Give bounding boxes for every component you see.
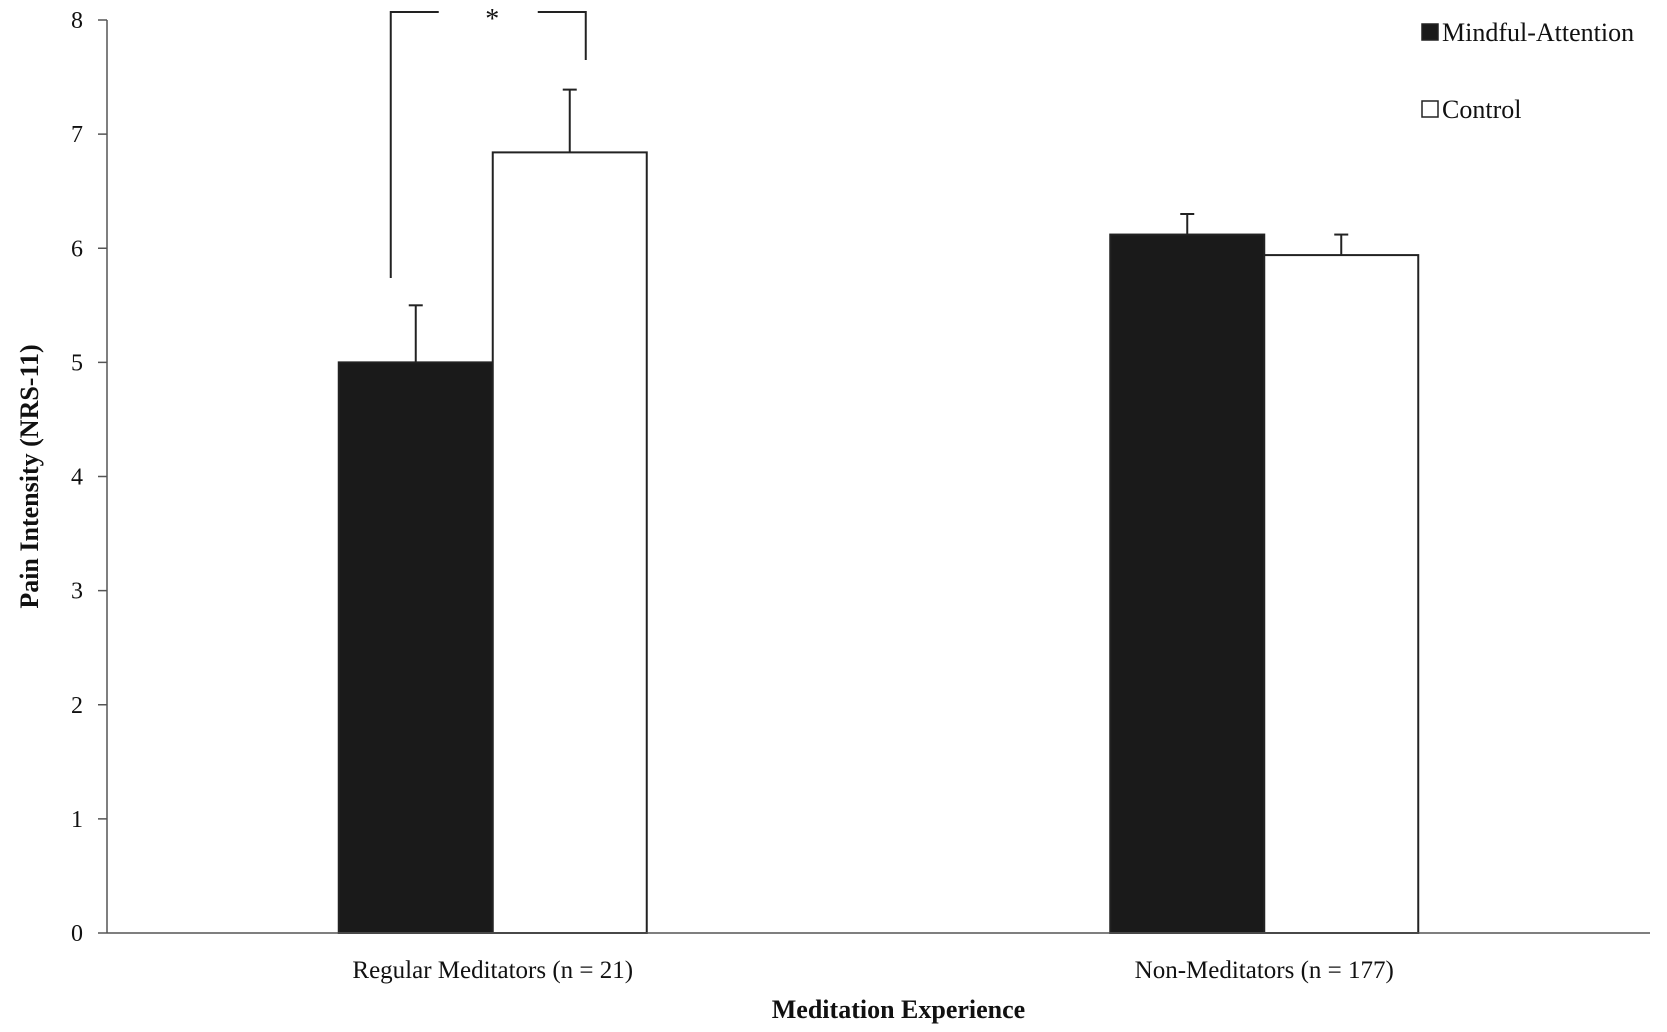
y-tick-label: 6 (71, 236, 83, 262)
legend-swatch-control (1421, 100, 1439, 118)
y-tick-label: 3 (71, 579, 83, 605)
y-tick-label: 4 (71, 465, 83, 491)
bar-control-0 (491, 151, 648, 934)
y-tick-label: 5 (71, 350, 83, 376)
y-tick-label: 1 (71, 807, 83, 833)
x-category-label: Non-Meditators (n = 177) (1135, 957, 1394, 984)
y-tick-label: 0 (71, 921, 83, 947)
error-bars-group (408, 88, 1349, 363)
legend: Mindful-Attention Control (1421, 18, 1634, 124)
x-categories-group: Regular Meditators (n = 21) Non-Meditator… (352, 957, 1393, 984)
y-tick-label: 2 (71, 693, 83, 719)
y-ticks-group: 0 1 2 3 4 5 6 7 8 (71, 8, 107, 947)
significance-annotation: * (389, 4, 587, 278)
x-axis-title: Meditation Experience (772, 995, 1025, 1024)
y-tick-label: 7 (71, 122, 83, 148)
legend-label-control: Control (1442, 95, 1521, 124)
legend-swatch-mindful-attention (1421, 23, 1439, 41)
bar-control-1 (1263, 254, 1420, 935)
significance-bracket (389, 11, 587, 278)
legend-label-mindful-attention: Mindful-Attention (1442, 18, 1634, 47)
bar-mindful-attention-0 (337, 361, 494, 934)
bars-group (337, 151, 1420, 935)
bar-mindful-attention-1 (1109, 233, 1266, 934)
y-tick-label: 8 (71, 8, 83, 34)
significance-star: * (485, 4, 499, 35)
x-category-label: Regular Meditators (n = 21) (352, 957, 633, 984)
y-axis-title: Pain Intensity (NRS-11) (15, 344, 44, 608)
